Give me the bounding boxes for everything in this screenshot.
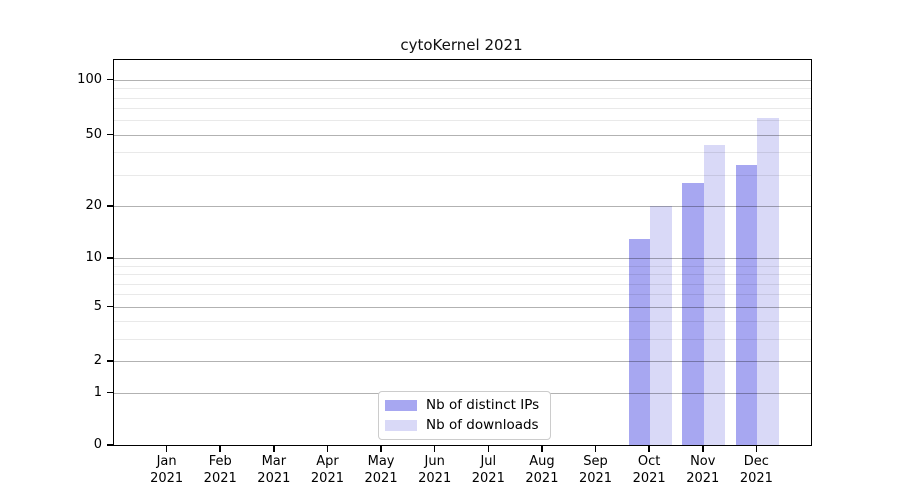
x-tick-label-nov: Nov 2021 bbox=[673, 453, 733, 487]
x-tick-year: 2021 bbox=[418, 471, 452, 486]
y-tick-mark bbox=[107, 360, 113, 362]
x-tick-month: Sep bbox=[583, 454, 608, 469]
y-tick-label: 100 bbox=[77, 71, 102, 87]
gridline-minor bbox=[114, 97, 811, 99]
x-tick-mark bbox=[594, 445, 597, 452]
y-tick-label: 1 bbox=[93, 384, 102, 400]
x-tick-label-may: May 2021 bbox=[351, 453, 411, 487]
x-tick-mark bbox=[541, 445, 543, 452]
x-tick-mark bbox=[433, 445, 436, 452]
x-tick-month: Apr bbox=[316, 454, 339, 469]
x-tick-month: Oct bbox=[637, 454, 661, 469]
x-tick-month: Jun bbox=[424, 454, 445, 469]
y-tick-mark bbox=[107, 391, 113, 394]
x-tick-month: Feb bbox=[208, 454, 232, 469]
legend-swatch-icon bbox=[385, 420, 417, 431]
x-tick-month: Jul bbox=[480, 454, 497, 469]
x-tick-mark bbox=[380, 445, 382, 452]
x-tick-label-sep: Sep 2021 bbox=[566, 453, 626, 487]
x-tick-month: Jan bbox=[156, 454, 177, 469]
legend: Nb of distinct IPs Nb of downloads bbox=[378, 391, 552, 440]
y-tick-mark bbox=[107, 78, 113, 81]
y-tick-mark bbox=[107, 257, 113, 259]
bar-downloads-oct bbox=[650, 206, 672, 445]
y-tick-label: 0 bbox=[93, 437, 102, 452]
x-tick-month: May bbox=[367, 454, 395, 469]
x-tick-month: Aug bbox=[529, 454, 555, 469]
x-tick-label-dec: Dec 2021 bbox=[726, 453, 786, 487]
bar-downloads-nov bbox=[703, 144, 726, 445]
gridline-minor bbox=[114, 88, 811, 90]
x-tick-label-feb: Feb 2021 bbox=[190, 453, 250, 487]
gridline-major bbox=[114, 134, 811, 136]
x-tick-label-jan: Jan 2021 bbox=[137, 453, 197, 487]
x-tick-year: 2021 bbox=[632, 471, 666, 486]
gridline-minor bbox=[114, 108, 811, 110]
y-tick-label: 10 bbox=[85, 250, 102, 266]
y-tick-mark bbox=[107, 444, 113, 446]
x-tick-year: 2021 bbox=[686, 471, 720, 486]
y-tick-mark bbox=[107, 133, 113, 136]
x-tick-year: 2021 bbox=[203, 471, 237, 486]
x-tick-mark bbox=[648, 445, 650, 452]
y-tick-label: 50 bbox=[85, 126, 102, 142]
gridline-minor bbox=[114, 120, 811, 122]
y-tick-mark bbox=[107, 305, 113, 308]
legend-item: Nb of distinct IPs bbox=[385, 398, 539, 413]
x-tick-mark bbox=[487, 445, 490, 452]
bar-distinct-ips-oct bbox=[628, 238, 651, 445]
bar-distinct-ips-nov bbox=[682, 183, 704, 445]
x-tick-label-aug: Aug 2021 bbox=[512, 453, 572, 487]
x-tick-label-apr: Apr 2021 bbox=[297, 453, 357, 487]
x-tick-mark bbox=[702, 445, 704, 452]
x-tick-year: 2021 bbox=[364, 471, 398, 486]
x-tick-mark bbox=[165, 445, 168, 452]
x-tick-mark bbox=[273, 445, 275, 452]
y-tick-label: 5 bbox=[93, 298, 102, 314]
bar-distinct-ips-dec bbox=[735, 165, 758, 445]
x-tick-label-mar: Mar 2021 bbox=[244, 453, 304, 487]
x-tick-label-oct: Oct 2021 bbox=[619, 453, 679, 487]
x-tick-mark bbox=[219, 445, 221, 452]
chart-title: cytoKernel 2021 bbox=[400, 36, 523, 54]
x-tick-label-jun: Jun 2021 bbox=[405, 453, 465, 487]
x-tick-month: Dec bbox=[743, 454, 769, 469]
x-tick-month: Nov bbox=[690, 454, 716, 469]
x-tick-label-jul: Jul 2021 bbox=[458, 453, 518, 487]
plot-area bbox=[113, 59, 812, 446]
x-tick-year: 2021 bbox=[150, 471, 184, 486]
x-tick-year: 2021 bbox=[739, 471, 773, 486]
bar-downloads-dec bbox=[757, 117, 779, 445]
x-tick-mark bbox=[755, 445, 758, 452]
gridline-major bbox=[114, 79, 811, 81]
x-tick-year: 2021 bbox=[578, 471, 613, 486]
legend-label: Nb of downloads bbox=[426, 417, 539, 433]
x-tick-mark bbox=[326, 445, 329, 452]
x-tick-month: Mar bbox=[261, 454, 287, 469]
y-tick-label: 20 bbox=[85, 198, 102, 214]
x-tick-year: 2021 bbox=[310, 471, 344, 486]
x-tick-year: 2021 bbox=[471, 471, 505, 486]
y-tick-label: 2 bbox=[93, 353, 102, 369]
legend-item: Nb of downloads bbox=[385, 418, 539, 433]
x-tick-year: 2021 bbox=[257, 471, 291, 486]
legend-swatch-icon bbox=[385, 400, 417, 411]
y-tick-mark bbox=[107, 205, 113, 207]
legend-label: Nb of distinct IPs bbox=[426, 397, 540, 413]
x-tick-year: 2021 bbox=[525, 471, 559, 486]
